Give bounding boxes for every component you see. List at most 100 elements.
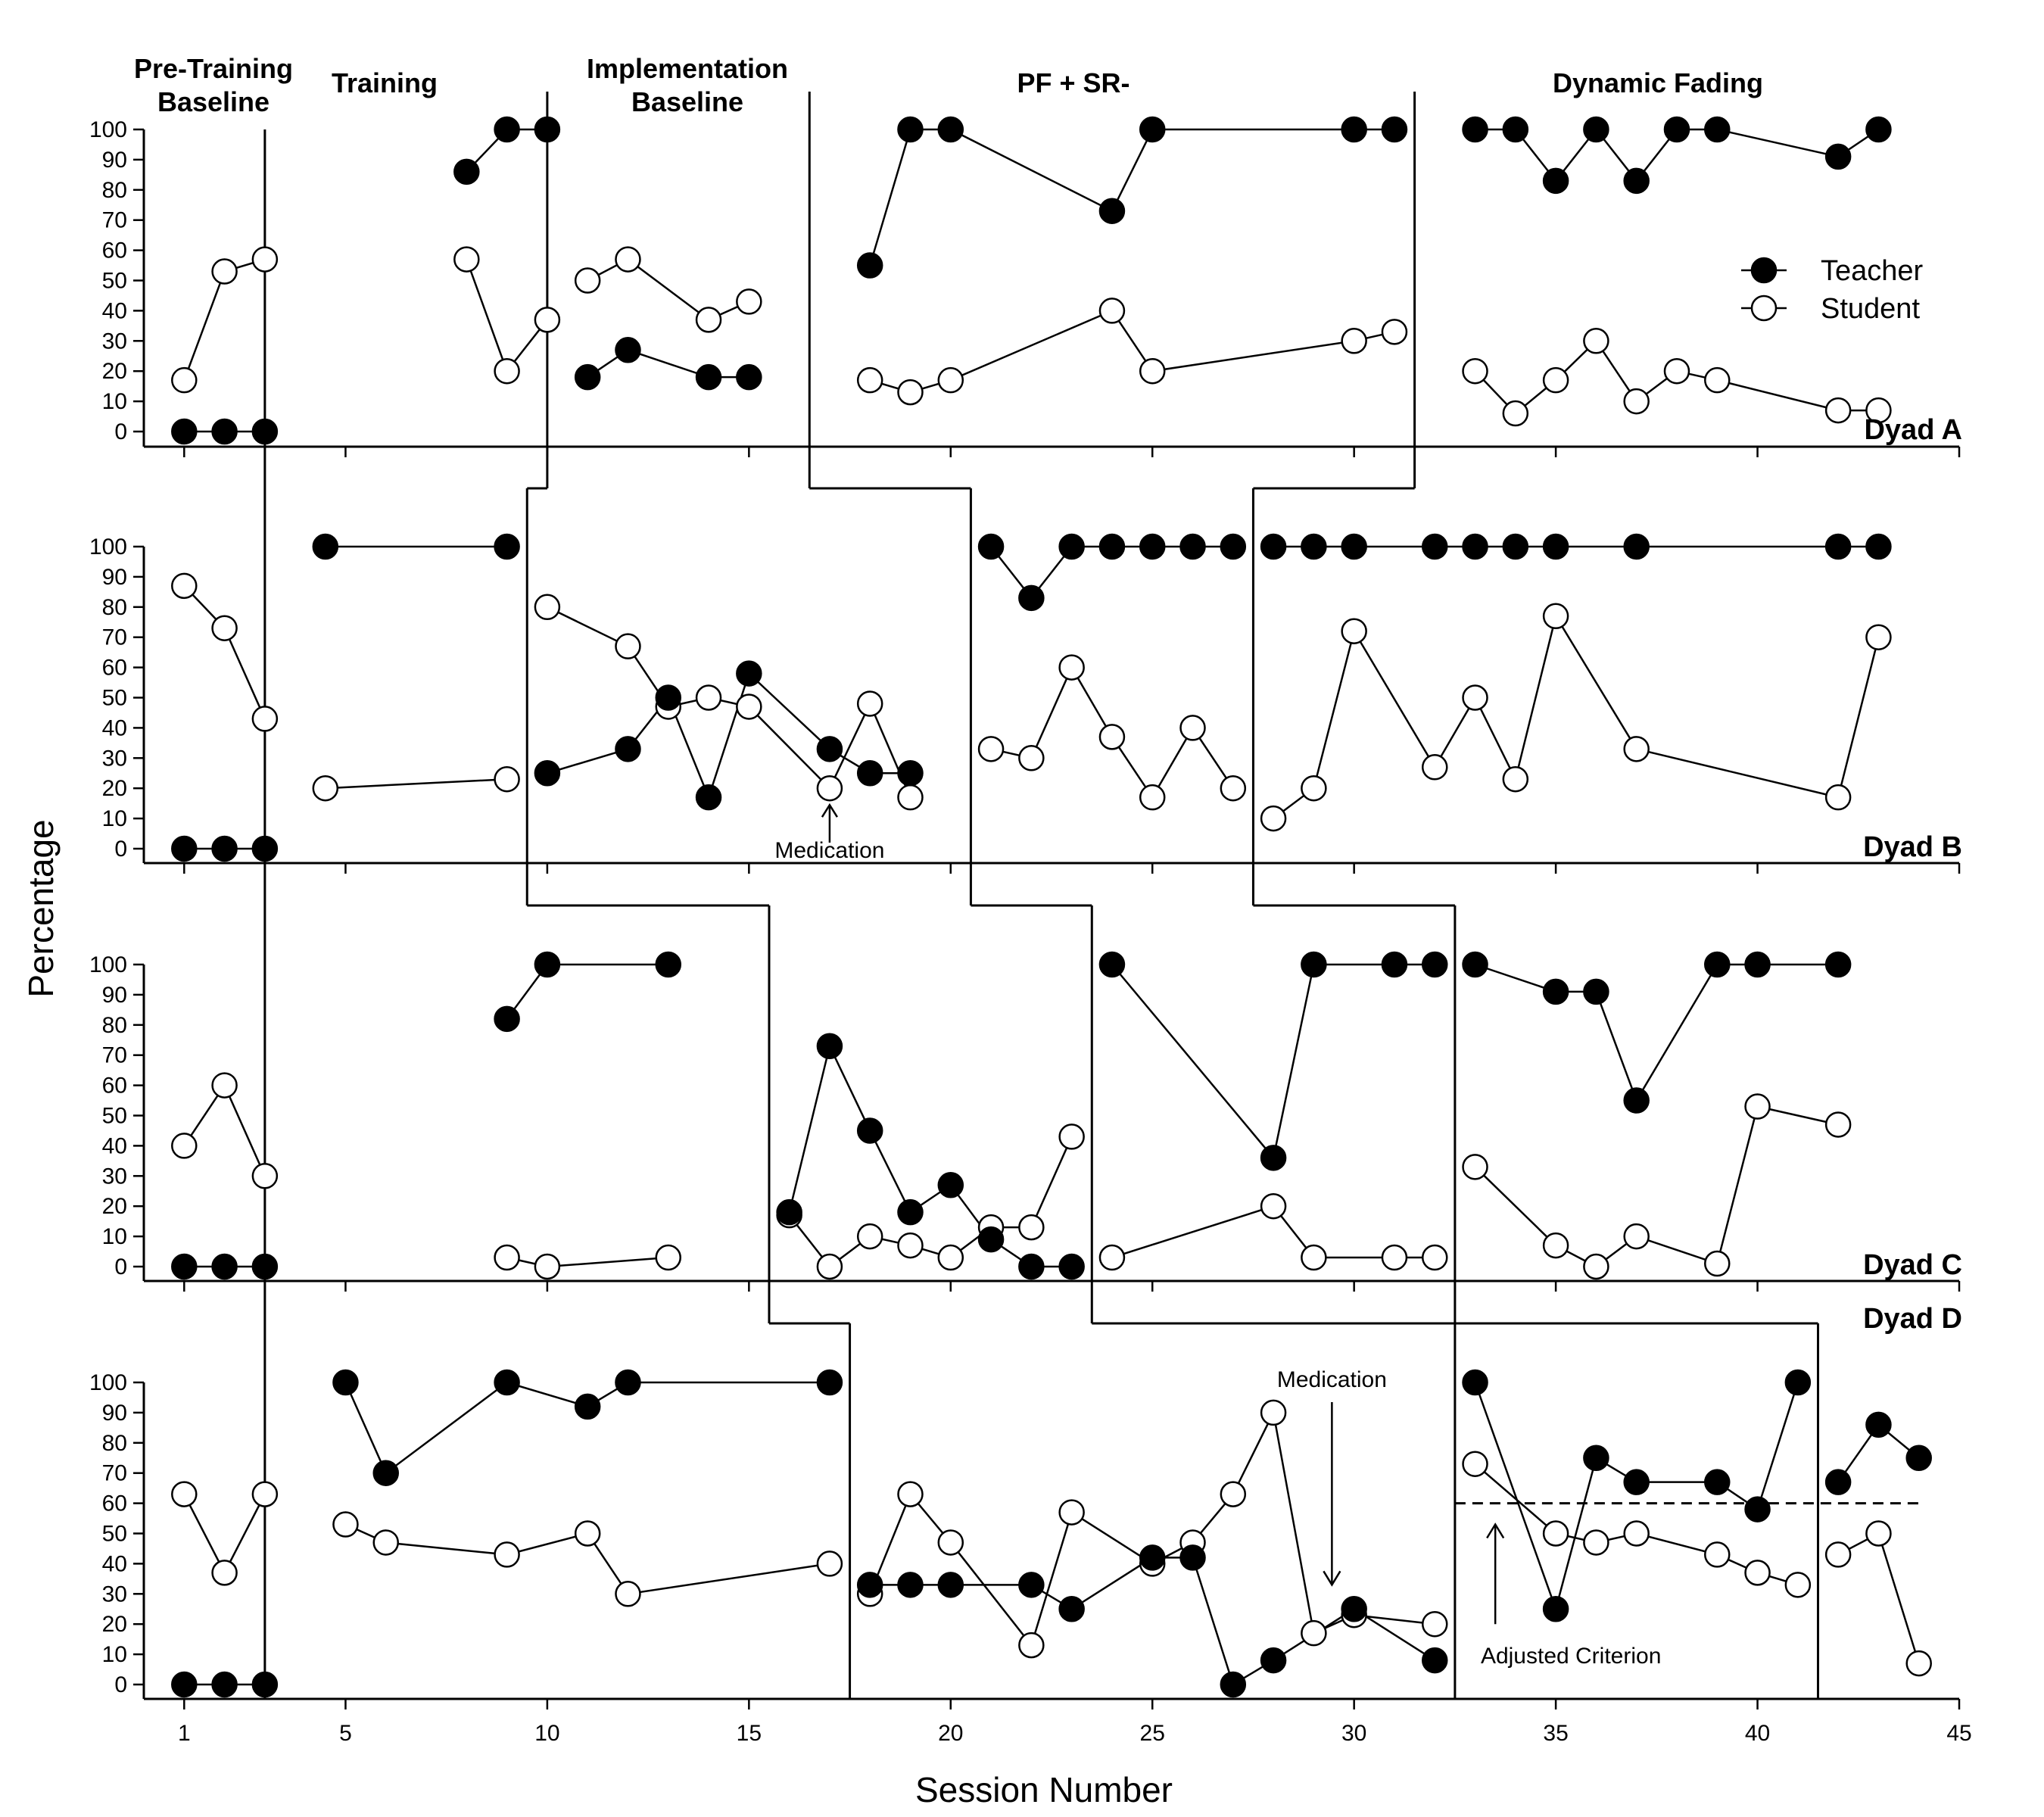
y-tick-label: 50	[102, 1104, 127, 1129]
student-point	[211, 1072, 238, 1099]
student-point	[1623, 1520, 1650, 1547]
y-tick-label: 70	[102, 625, 127, 650]
student-point	[534, 1253, 561, 1280]
teacher-point	[534, 116, 561, 143]
teacher-point	[1301, 533, 1327, 560]
student-point	[1421, 754, 1448, 781]
teacher-point	[1583, 978, 1609, 1005]
teacher-line	[1475, 963, 1839, 1103]
y-tick-label: 80	[102, 178, 127, 203]
student-point	[1865, 1520, 1892, 1547]
teacher-point	[816, 1033, 843, 1059]
student-point	[1542, 1520, 1569, 1547]
student-point	[534, 307, 561, 333]
student-point	[1462, 1154, 1488, 1180]
y-tick-label: 100	[89, 535, 127, 559]
teacher-point	[1381, 116, 1408, 143]
student-point	[1220, 774, 1247, 802]
teacher-point	[856, 1117, 883, 1144]
student-line	[1273, 613, 1880, 820]
medication-label: Medication	[1277, 1367, 1387, 1392]
teacher-point	[1502, 116, 1529, 143]
y-tick-label: 20	[102, 776, 127, 801]
teacher-point	[736, 363, 762, 391]
student-point	[1301, 1619, 1327, 1647]
teacher-point	[816, 736, 843, 762]
teacher-point	[251, 835, 279, 862]
student-point	[1260, 1399, 1287, 1426]
student-point	[1542, 1232, 1569, 1259]
student-point	[615, 633, 641, 659]
teacher-point	[1462, 951, 1488, 978]
student-point	[1583, 328, 1609, 354]
student-point	[1421, 1610, 1448, 1638]
teacher-point	[211, 1253, 238, 1280]
y-tick-label: 90	[102, 983, 127, 1008]
teacher-point	[251, 418, 279, 445]
student-point	[1663, 357, 1690, 385]
student-point	[816, 774, 843, 802]
student-point	[453, 246, 480, 273]
student-point	[1058, 1124, 1085, 1150]
student-point	[1623, 1223, 1650, 1250]
teacher-point	[1744, 951, 1771, 978]
teacher-point	[1098, 951, 1126, 978]
y-tick-label: 70	[102, 208, 127, 233]
y-tick-label: 30	[102, 1164, 127, 1189]
student-point	[494, 765, 520, 793]
student-point	[1260, 1192, 1287, 1220]
student-point	[695, 684, 722, 711]
teacher-point	[1462, 533, 1488, 560]
teacher-point	[1542, 533, 1569, 560]
teacher-point	[1704, 1469, 1731, 1495]
teacher-point	[1301, 951, 1327, 978]
teacher-point	[816, 1369, 843, 1396]
teacher-point	[615, 736, 641, 762]
teacher-point	[251, 1671, 279, 1698]
teacher-point	[574, 1393, 601, 1420]
teacher-point	[1824, 1469, 1852, 1495]
student-point	[1744, 1560, 1771, 1586]
student-point	[1139, 784, 1166, 811]
adjusted-criterion-arrowhead	[1486, 1522, 1505, 1539]
y-tick-label: 30	[102, 329, 127, 354]
student-point	[1623, 736, 1650, 762]
teacher-point	[897, 760, 924, 787]
teacher-point	[251, 1253, 279, 1280]
teacher-point	[1179, 1544, 1206, 1571]
teacher-point	[1260, 1647, 1287, 1674]
teacher-point	[655, 684, 682, 711]
y-tick-label: 80	[102, 1013, 127, 1038]
student-point	[171, 366, 198, 394]
student-point	[372, 1529, 399, 1556]
student-point	[251, 246, 279, 273]
teacher-point	[1824, 951, 1852, 978]
teacher-line	[506, 963, 668, 1020]
teacher-point	[856, 1572, 883, 1598]
y-tick-label: 40	[102, 1133, 127, 1158]
teacher-point	[312, 533, 339, 560]
student-point	[695, 307, 722, 333]
y-tick-label: 20	[102, 1612, 127, 1637]
y-axis-title: Percentage	[21, 819, 61, 997]
student-point	[1583, 1253, 1609, 1280]
y-tick-label: 50	[102, 686, 127, 711]
teacher-point	[171, 418, 198, 445]
teacher-point	[655, 951, 682, 978]
x-axis-title: Session Number	[915, 1770, 1173, 1809]
student-point	[1381, 1244, 1408, 1271]
teacher-point	[1623, 533, 1650, 560]
teacher-point	[1421, 951, 1448, 978]
x-tick-label: 5	[339, 1721, 352, 1746]
student-point	[312, 774, 339, 802]
y-tick-label: 90	[102, 565, 127, 590]
teacher-point	[494, 1369, 520, 1396]
student-point	[1421, 1244, 1448, 1271]
teacher-point	[1542, 978, 1569, 1005]
x-tick-label: 15	[737, 1721, 762, 1746]
y-tick-label: 30	[102, 746, 127, 771]
student-point	[1462, 1451, 1488, 1477]
teacher-point	[1704, 116, 1731, 143]
y-tick-label: 0	[114, 1254, 127, 1279]
teacher-point	[856, 760, 883, 787]
